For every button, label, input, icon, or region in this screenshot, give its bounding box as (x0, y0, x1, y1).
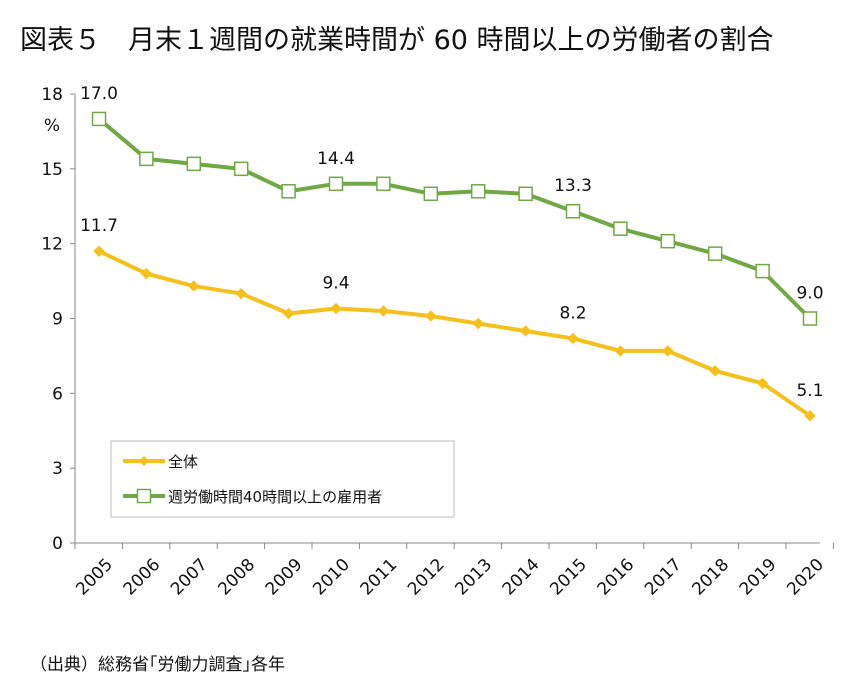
y-tick-label: 12 (41, 235, 63, 255)
x-tick-label: 2008 (214, 555, 259, 600)
data-point (330, 302, 342, 315)
x-tick-label: 2005 (72, 555, 117, 600)
x-tick-label: 2017 (641, 555, 686, 600)
x-tick-label: 2006 (120, 555, 165, 600)
data-point (614, 345, 627, 357)
data-point (282, 307, 295, 320)
data-point (660, 233, 676, 249)
y-tick-label: 3 (52, 459, 63, 479)
data-point (707, 246, 723, 261)
x-tick-label: 2018 (688, 555, 733, 600)
data-point (328, 176, 344, 192)
data-label: 17.0 (80, 84, 118, 104)
data-point (186, 156, 202, 172)
data-point (188, 280, 200, 292)
data-label: 9.4 (322, 274, 349, 294)
data-point (472, 317, 484, 330)
x-tick-label: 2015 (546, 555, 591, 600)
data-point (425, 310, 437, 322)
data-point (233, 161, 249, 177)
legend-box (110, 440, 455, 518)
x-tick-label: 2012 (404, 555, 449, 600)
data-point (802, 311, 818, 326)
y-tick-label: 15 (41, 160, 63, 180)
legend-marker (136, 488, 152, 504)
data-point (376, 176, 391, 192)
data-point (613, 221, 628, 236)
data-point (140, 267, 153, 280)
y-tick-label: 0 (52, 534, 63, 554)
legend-label: 全体 (168, 453, 198, 471)
x-tick-label: 2020 (783, 555, 828, 600)
data-label: 11.7 (80, 216, 118, 236)
data-label: 8.2 (559, 303, 586, 323)
data-point (377, 305, 390, 317)
data-point (281, 184, 296, 199)
series-line-0 (98, 249, 812, 418)
data-point (423, 186, 439, 202)
source-note: （出典）総務省｢労働力調査｣各年 (30, 655, 285, 675)
data-point (662, 345, 674, 357)
x-tick-label: 2013 (451, 555, 496, 600)
data-point (755, 263, 770, 279)
data-point (470, 184, 486, 199)
x-tick-label: 2016 (594, 555, 639, 600)
y-axis-unit: % (44, 116, 60, 136)
data-point (91, 111, 107, 127)
data-point (756, 377, 769, 390)
data-point (139, 151, 154, 167)
legend-marker (139, 456, 149, 466)
x-tick-label: 2007 (167, 555, 212, 600)
data-point (565, 203, 581, 219)
data-point (235, 287, 247, 300)
y-tick-label: 6 (52, 384, 63, 404)
data-label: 13.3 (554, 176, 592, 196)
data-point (519, 325, 532, 337)
x-tick-label: 2009 (262, 555, 307, 600)
data-point (518, 186, 533, 202)
x-tick-label: 2014 (499, 555, 544, 600)
x-tick-label: 2019 (736, 555, 781, 600)
y-tick-label: 18 (41, 85, 63, 105)
data-point (804, 410, 816, 422)
data-point (709, 365, 721, 377)
y-tick-label: 9 (52, 310, 63, 330)
data-label: 14.4 (317, 149, 355, 169)
data-label: 5.1 (796, 381, 823, 401)
series-line-1 (97, 117, 812, 320)
data-label: 9.0 (796, 284, 823, 304)
data-point (567, 332, 579, 345)
legend-label: 週労働時間40時間以上の雇用者 (168, 488, 382, 506)
data-point (93, 245, 105, 257)
x-tick-label: 2011 (357, 555, 402, 600)
x-tick-label: 2010 (309, 555, 354, 600)
chart-title: 図表５ 月末１週間の就業時間が 60 時間以上の労働者の割合 (20, 25, 774, 56)
